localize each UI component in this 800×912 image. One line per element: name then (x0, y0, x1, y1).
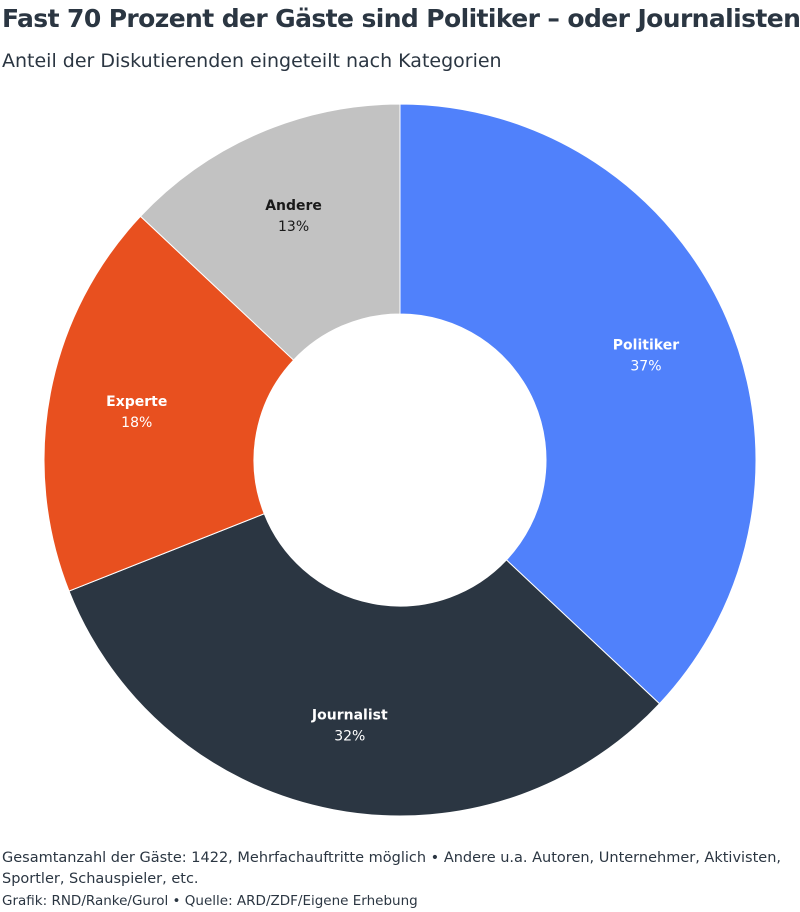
chart-subtitle: Anteil der Diskutierenden eingeteilt nac… (2, 50, 502, 72)
slice-label-journalist: Journalist (311, 707, 388, 723)
slice-value-experte: 18% (121, 415, 152, 431)
slice-value-journalist: 32% (334, 728, 365, 744)
slice-label-andere: Andere (265, 198, 322, 214)
slice-label-experte: Experte (106, 394, 167, 410)
slice-andere (139, 103, 401, 361)
footnote: Gesamtanzahl der Gäste: 1422, Mehrfachau… (2, 850, 782, 887)
slice-label-politiker: Politiker (613, 338, 679, 354)
slice-value-politiker: 37% (630, 359, 661, 375)
donut-slices (43, 103, 757, 817)
donut-labels: Politiker 37% Journalist 32% Experte 18% Ander… (106, 198, 679, 744)
chart-title: Fast 70 Prozent der Gäste sind Politiker… (2, 4, 800, 33)
slice-journalist (68, 513, 661, 817)
source-credit: Grafik: RND/Ranke/Gurol • Quelle: ARD/ZD… (2, 893, 418, 909)
slice-value-andere: 13% (278, 219, 309, 235)
donut-chart: Politiker 37% Journalist 32% Experte 18% Ander… (43, 103, 757, 817)
slice-experte (43, 215, 295, 592)
slice-politiker (399, 103, 757, 705)
